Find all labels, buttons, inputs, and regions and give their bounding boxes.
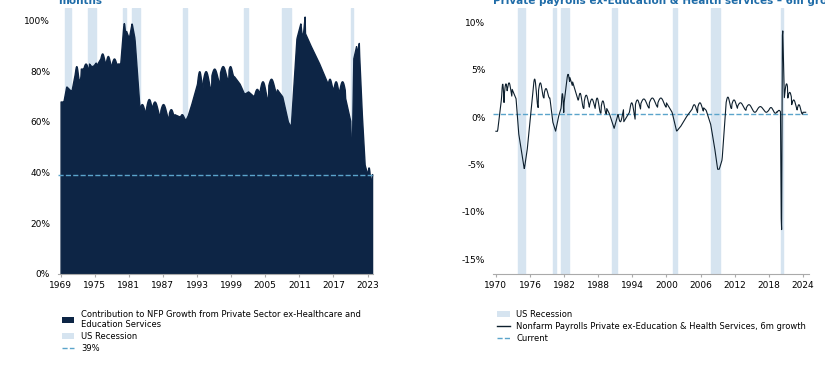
Bar bbox=[88, 8, 96, 274]
Bar bbox=[612, 8, 617, 274]
Bar bbox=[780, 8, 783, 274]
Bar bbox=[243, 8, 248, 274]
Bar bbox=[553, 8, 555, 274]
Text: Private payrolls ex-Education & Health services – 6m growth: Private payrolls ex-Education & Health s… bbox=[493, 0, 825, 5]
Bar bbox=[673, 8, 677, 274]
Bar bbox=[132, 8, 139, 274]
Bar bbox=[281, 8, 290, 274]
Bar bbox=[65, 8, 72, 274]
Legend: Contribution to NFP Growth from Private Sector ex-Healthcare and
Education Servi: Contribution to NFP Growth from Private … bbox=[62, 310, 361, 353]
Bar bbox=[561, 8, 569, 274]
Text: Private payrolls ex-Education & Health services –
Contribution to total US Payro: Private payrolls ex-Education & Health s… bbox=[58, 0, 374, 5]
Bar bbox=[711, 8, 720, 274]
Bar bbox=[351, 8, 353, 274]
Bar bbox=[518, 8, 526, 274]
Bar bbox=[183, 8, 187, 274]
Legend: US Recession, Nonfarm Payrolls Private ex-Education & Health Services, 6m growth: US Recession, Nonfarm Payrolls Private e… bbox=[497, 310, 806, 343]
Bar bbox=[123, 8, 126, 274]
